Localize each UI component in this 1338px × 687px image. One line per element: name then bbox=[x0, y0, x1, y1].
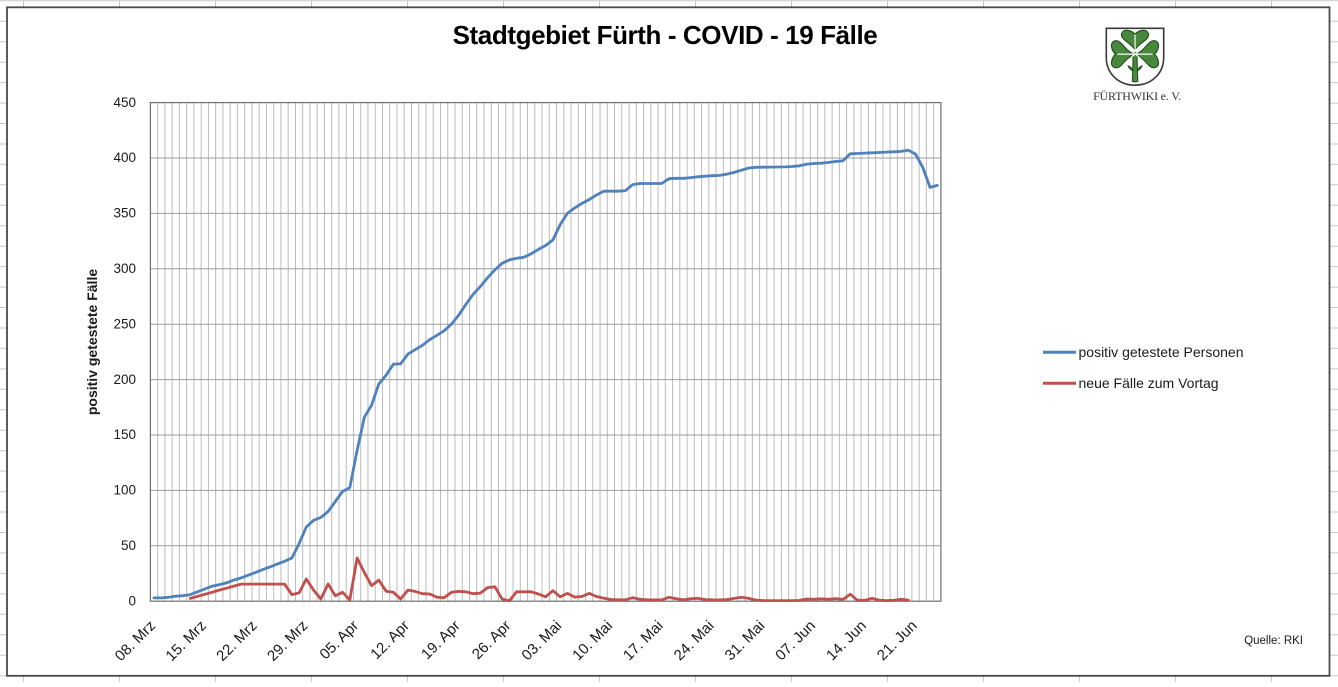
svg-text:50: 50 bbox=[121, 538, 136, 553]
svg-text:100: 100 bbox=[113, 483, 136, 498]
svg-text:200: 200 bbox=[113, 372, 136, 387]
svg-text:150: 150 bbox=[113, 427, 136, 442]
svg-text:450: 450 bbox=[113, 95, 136, 110]
svg-text:300: 300 bbox=[113, 261, 136, 276]
svg-text:Quelle: RKI: Quelle: RKI bbox=[1244, 635, 1303, 647]
svg-text:positiv getestete Fälle: positiv getestete Fälle bbox=[84, 269, 100, 415]
svg-text:positiv getestete Personen: positiv getestete Personen bbox=[1079, 344, 1244, 360]
svg-text:neue Fälle zum Vortag: neue Fälle zum Vortag bbox=[1079, 375, 1219, 391]
svg-text:FÜRTHWIKI e. V.: FÜRTHWIKI e. V. bbox=[1093, 89, 1181, 103]
svg-text:250: 250 bbox=[113, 316, 136, 331]
svg-text:0: 0 bbox=[128, 593, 136, 608]
svg-text:350: 350 bbox=[113, 206, 136, 221]
svg-text:400: 400 bbox=[113, 150, 136, 165]
svg-text:Stadtgebiet Fürth - COVID - 19: Stadtgebiet Fürth - COVID - 19 Fälle bbox=[453, 20, 878, 50]
